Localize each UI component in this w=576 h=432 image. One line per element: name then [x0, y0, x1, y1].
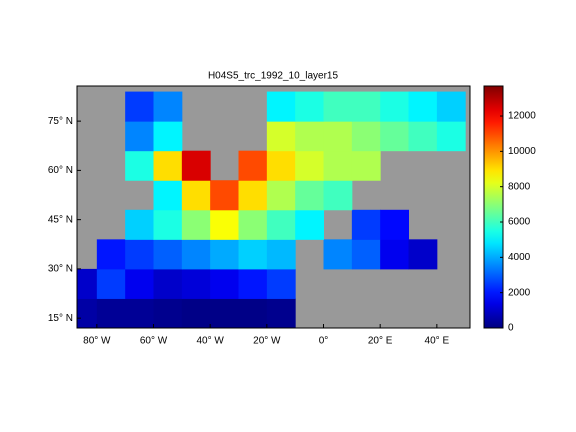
cell	[295, 180, 325, 211]
cell	[266, 91, 296, 122]
cell	[181, 180, 211, 211]
cell	[436, 121, 466, 152]
cell	[238, 239, 268, 270]
cell	[96, 268, 126, 299]
x-tick-label: 0°	[319, 336, 329, 347]
cell	[408, 121, 438, 152]
cell	[351, 121, 381, 152]
cell	[238, 150, 268, 181]
axes-frame	[76, 85, 471, 329]
cell	[96, 298, 126, 328]
cell	[153, 209, 183, 240]
cell	[153, 298, 183, 328]
colorbar	[483, 85, 504, 329]
colorbar-tick-label: 10000	[508, 146, 536, 157]
x-tick-label: 60° W	[140, 336, 168, 347]
cell	[125, 298, 155, 328]
cell	[295, 150, 325, 181]
x-tick-label: 20° E	[368, 336, 393, 347]
cell	[153, 91, 183, 122]
y-tick-label: 60° N	[48, 165, 73, 176]
cell	[77, 268, 98, 299]
cell	[153, 268, 183, 299]
y-tick-label: 30° N	[48, 264, 73, 275]
cell	[181, 150, 211, 181]
cell	[153, 121, 183, 152]
cell	[238, 180, 268, 211]
cell	[153, 150, 183, 181]
cell	[380, 121, 410, 152]
cell	[266, 180, 296, 211]
cell	[436, 91, 466, 122]
colorbar-tick-label: 6000	[508, 217, 531, 228]
cell	[125, 268, 155, 299]
cell	[408, 239, 438, 270]
cell	[266, 209, 296, 240]
cell	[181, 239, 211, 270]
cell	[153, 180, 183, 211]
cell	[125, 91, 155, 122]
cell	[210, 268, 240, 299]
x-tick-label: 40° W	[197, 336, 225, 347]
cell	[380, 91, 410, 122]
y-tick-label: 45° N	[48, 214, 73, 225]
cell	[238, 268, 268, 299]
cell	[380, 209, 410, 240]
cell	[380, 239, 410, 270]
y-tick-label: 75° N	[48, 116, 73, 127]
cell	[153, 239, 183, 270]
cell	[238, 209, 268, 240]
cell	[295, 209, 325, 240]
cell	[125, 150, 155, 181]
cell	[266, 298, 296, 328]
cell	[295, 91, 325, 122]
cell	[238, 298, 268, 328]
cell	[125, 239, 155, 270]
cell	[323, 121, 353, 152]
cell	[181, 209, 211, 240]
cell	[266, 239, 296, 270]
cell	[125, 121, 155, 152]
field	[77, 91, 466, 328]
colorbar-tick-label: 2000	[508, 287, 531, 298]
cell	[181, 268, 211, 299]
cell	[210, 239, 240, 270]
cell	[351, 239, 381, 270]
colorbar-tick-label: 8000	[508, 181, 531, 192]
colorbar-tick-label: 12000	[508, 111, 536, 122]
cell	[125, 209, 155, 240]
cell	[96, 239, 126, 270]
cell	[351, 150, 381, 181]
cell	[210, 209, 240, 240]
cell	[266, 150, 296, 181]
x-tick-label: 20° W	[253, 336, 281, 347]
cell	[210, 298, 240, 328]
cell	[77, 298, 98, 328]
chart-title: H04S5_trc_1992_10_layer15	[208, 71, 339, 82]
x-tick-label: 80° W	[83, 336, 111, 347]
cell	[323, 180, 353, 211]
cell	[323, 150, 353, 181]
cell	[323, 91, 353, 122]
cell	[351, 209, 381, 240]
cell	[295, 121, 325, 152]
cell	[181, 298, 211, 328]
cell	[351, 91, 381, 122]
colorbar-tick-label: 4000	[508, 252, 531, 263]
x-tick-label: 40° E	[425, 336, 450, 347]
cell	[266, 268, 296, 299]
cell	[408, 91, 438, 122]
cell	[266, 121, 296, 152]
y-tick-label: 15° N	[48, 313, 73, 324]
colorbar-tick-label: 0	[508, 323, 514, 334]
cell	[210, 180, 240, 211]
cell	[323, 239, 353, 270]
